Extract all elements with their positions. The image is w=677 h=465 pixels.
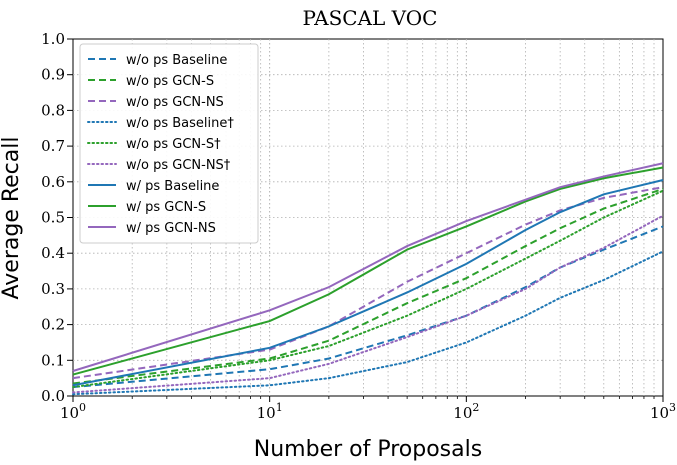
y-tick-label: 0.4 [41,244,65,262]
y-tick-label: 0.5 [41,209,65,227]
legend-label-3: w/o ps GCN-NS [126,95,224,110]
x-tick-label: 101 [257,401,283,422]
series-line-7 [72,179,664,387]
legend: w/o ps Baseline w/o ps GCN-S w/o ps GCN-NS… [79,43,259,244]
series-layer [72,162,664,396]
y-tick-label: 1.0 [41,30,65,48]
x-axis-label: Number of Proposals [254,437,482,462]
series-line-8 [72,166,664,376]
series-line-4 [72,250,664,396]
legend-label-9: w/ ps GCN-NS [126,221,216,236]
ticks: 100 101 102 103 0.0 0.1 0.2 0.3 0.4 0.5 0.6 0.7 0.8 0… [41,30,676,422]
legend-label-1: w/o ps Baseline [126,53,227,68]
x-tick-label: 103 [650,401,676,422]
series-line-1 [72,225,664,389]
y-tick-label: 0.2 [41,316,65,334]
legend-label-8: w/ ps GCN-S [126,200,206,215]
x-tick-label: 102 [453,401,479,422]
y-tick-label: 0.6 [41,173,65,191]
legend-label-7: w/ ps Baseline [126,179,219,194]
legend-box [79,43,259,244]
series-line-3 [72,186,664,380]
x-tick-label: 100 [60,401,86,422]
series-line-9 [72,162,664,372]
y-tick-label: 0.1 [41,351,65,369]
y-tick-label: 0.0 [41,387,65,405]
y-tick-label: 0.8 [41,101,65,119]
y-axis-label: Average Recall [0,137,24,300]
y-tick-label: 0.9 [41,66,65,84]
y-tick-label: 0.3 [41,280,65,298]
series-line-2 [72,187,664,385]
chart-title: PASCAL VOC [303,6,438,30]
y-tick-label: 0.7 [41,137,65,155]
legend-label-4: w/o ps Baseline† [126,116,234,131]
series-line-5 [72,189,664,389]
legend-label-6: w/o ps GCN-NS† [126,158,231,173]
legend-label-5: w/o ps GCN-S† [126,137,221,152]
legend-label-2: w/o ps GCN-S [126,74,214,89]
series-line-6 [72,214,664,394]
